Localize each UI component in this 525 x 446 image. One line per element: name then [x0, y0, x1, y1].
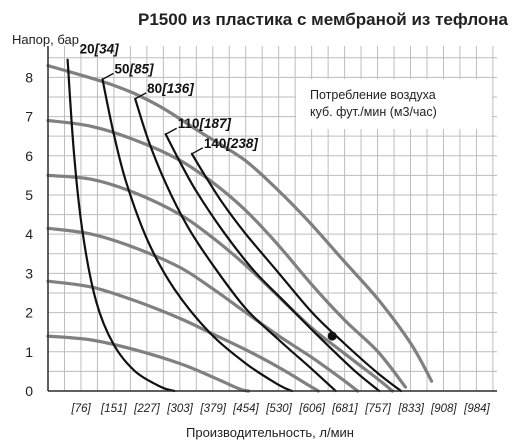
- x-tick-label: [833]: [397, 403, 424, 415]
- air-label-m3-140: [238]: [225, 136, 258, 151]
- x-tick-label: [908]: [430, 403, 457, 415]
- x-tick-label: [454]: [232, 403, 259, 415]
- air-curve-110: [164, 133, 381, 393]
- operating-point: [327, 331, 337, 341]
- y-tick-label: 0: [25, 383, 33, 399]
- pump-curve-2: [46, 118, 408, 389]
- x-tick-label: [227]: [133, 403, 160, 415]
- legend-background: [296, 79, 492, 129]
- legend-box: Потребление воздуха куб. фут./мин (м3/ча…: [296, 79, 492, 129]
- air-curve-20: [66, 58, 176, 393]
- x-tick-label: [984]: [463, 403, 490, 415]
- air-label-50: 50[85]: [114, 61, 154, 76]
- air-curve-50: [101, 78, 294, 393]
- air-label-m3-80: [136]: [161, 81, 194, 96]
- y-tick-label: 4: [25, 226, 33, 242]
- y-axis-title: Напор, бар: [12, 32, 79, 47]
- air-curve-labels: 20[34] 50[85] 80[136] 110[187] 140[238]: [80, 42, 259, 155]
- x-tick-label: [76]: [71, 403, 92, 415]
- air-label-leader-80: [134, 92, 147, 100]
- air-label-80: 80[136]: [147, 81, 194, 96]
- pump-curve-4: [46, 226, 360, 393]
- grid: [48, 46, 497, 391]
- y-tick-label: 6: [25, 148, 33, 164]
- air-curve-80: [134, 97, 337, 393]
- air-curve-140: [190, 152, 403, 393]
- air-label-110: 110[187]: [178, 116, 232, 131]
- operating-point-marker: [327, 331, 337, 341]
- pump-curve-5: [46, 279, 320, 393]
- y-tick-label: 3: [25, 265, 33, 281]
- air-label-leader-50: [102, 72, 114, 80]
- air-label-m3-110: [187]: [198, 116, 231, 131]
- pump-curve-3: [46, 173, 394, 393]
- air-label-leader-140: [191, 147, 204, 155]
- legend-line-2: куб. фут./мин (м3/час): [310, 105, 437, 119]
- air-label-m3-20: [34]: [94, 42, 120, 57]
- y-tick-label: 2: [25, 305, 33, 321]
- air-label-140: 140[238]: [204, 136, 259, 151]
- plot-frame: [47, 46, 497, 392]
- x-tick-label: [151]: [100, 403, 127, 415]
- pump-curves: [46, 63, 434, 393]
- air-label-20: 20[34]: [80, 42, 120, 57]
- pump-curve-6: [46, 334, 251, 393]
- y-tick-label: 5: [25, 187, 33, 203]
- x-tick-label: [303]: [166, 403, 193, 415]
- x-tick-label: [606]: [298, 403, 325, 415]
- x-tick-labels: [76] [151] [227] [303] [379] [454] [530] [606] […: [71, 403, 491, 415]
- y-tick-labels: 0 1 2 3 4 5 6 7 8: [25, 69, 33, 399]
- x-axis-title: Производительность, л/мин: [186, 425, 354, 440]
- legend-line-1: Потребление воздуха: [310, 88, 436, 102]
- chart-title: P1500 из пластика с мембраной из тефлона: [138, 10, 509, 29]
- x-tick-label: [379]: [199, 403, 226, 415]
- y-tick-label: 1: [25, 344, 33, 360]
- x-tick-label: [681]: [331, 403, 358, 415]
- air-label-leader-110: [165, 127, 178, 135]
- x-tick-label: [530]: [265, 403, 292, 415]
- y-tick-label: 7: [25, 109, 33, 125]
- x-tick-label: [757]: [364, 403, 391, 415]
- air-consumption-curves: [66, 58, 403, 393]
- y-tick-label: 8: [25, 69, 33, 85]
- air-label-m3-50: [85]: [129, 61, 155, 76]
